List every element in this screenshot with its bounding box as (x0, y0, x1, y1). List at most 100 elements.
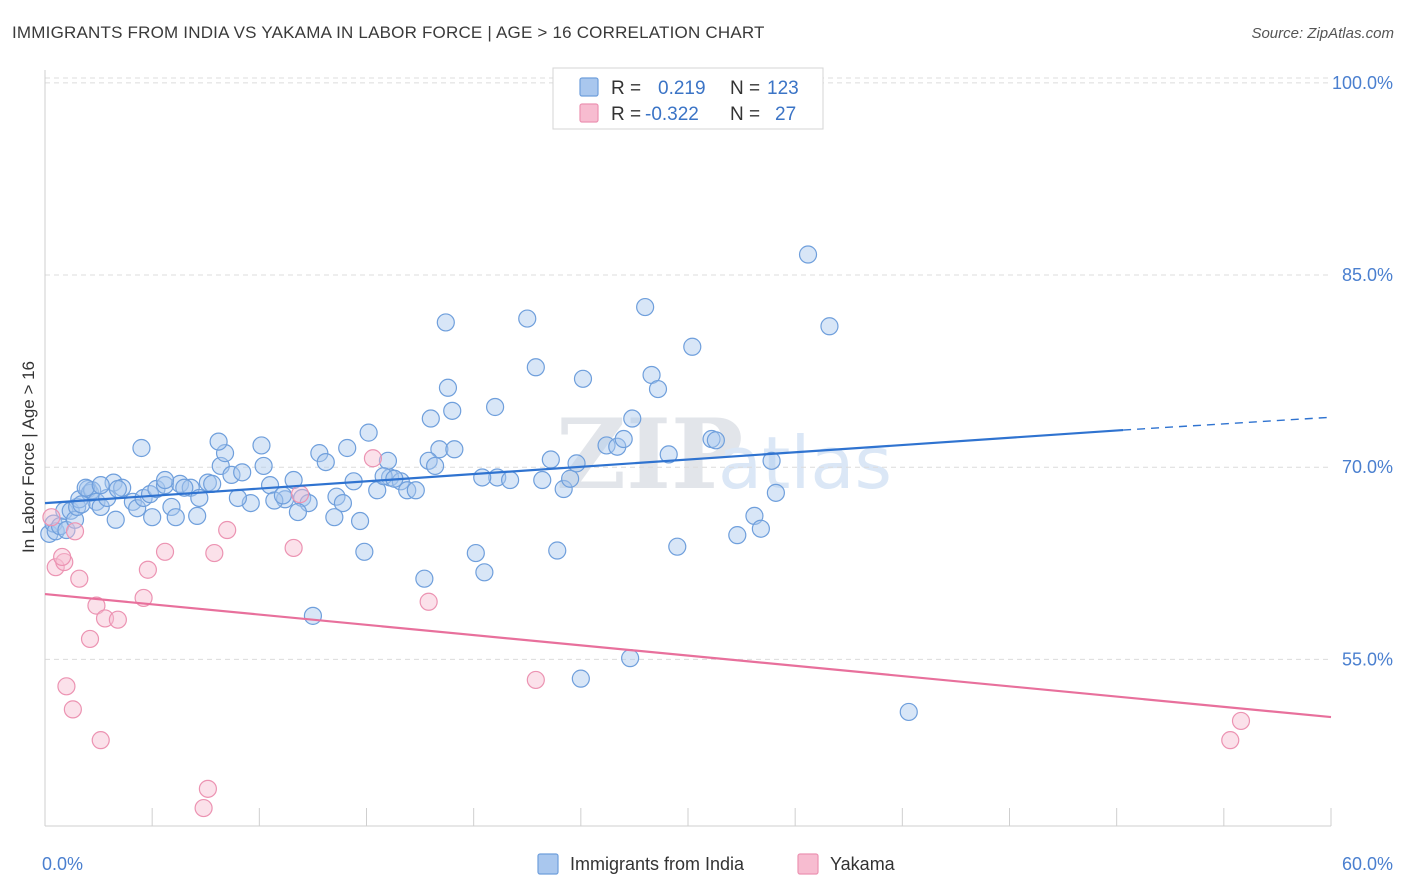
watermark: ZIP atlas (556, 398, 892, 511)
point-yakama (65, 522, 85, 541)
point-india (108, 479, 127, 499)
x-tick-label: 0.0% (42, 854, 83, 874)
point-india (533, 470, 552, 490)
point-yakama (284, 538, 303, 558)
y-tick-label: 85.0% (1342, 265, 1393, 285)
point-india (288, 502, 308, 522)
point-india (475, 563, 494, 582)
point-yakama (218, 520, 237, 540)
point-yakama (290, 485, 310, 504)
point-india (72, 495, 91, 514)
point-india (899, 702, 918, 722)
y-axis-label: In Labor Force | Age > 16 (19, 361, 38, 553)
legend: Immigrants from India Yakama (537, 853, 896, 875)
chart-title: IMMIGRANTS FROM INDIA VS YAKAMA IN LABOR… (12, 23, 765, 42)
point-india (421, 409, 440, 428)
point-india (303, 606, 323, 625)
trend-line-yakama (44, 592, 1332, 719)
point-india (766, 483, 785, 502)
stats-r-label: R = (611, 104, 641, 125)
point-india (209, 432, 228, 451)
point-india (648, 379, 668, 399)
point-india (175, 478, 194, 497)
point-india (430, 440, 449, 459)
stats-n-label: N = (730, 78, 760, 99)
point-india (406, 481, 425, 500)
point-india (762, 451, 781, 470)
stats-swatch-blue (579, 77, 599, 97)
legend-swatch-blue (537, 853, 559, 875)
point-india (355, 542, 374, 561)
stats-n-label: N = (730, 104, 760, 125)
point-india (751, 519, 770, 538)
x-tick-label: 60.0% (1342, 854, 1393, 874)
scatter-points (40, 245, 1251, 818)
point-india (310, 444, 329, 463)
point-india (614, 429, 633, 449)
point-india (359, 423, 378, 442)
point-yakama (46, 558, 65, 577)
point-india (128, 499, 147, 518)
point-india (316, 452, 335, 472)
point-yakama (70, 569, 89, 588)
point-yakama (57, 677, 76, 696)
legend-label-yakama: Yakama (830, 854, 896, 874)
stats-swatch-pink (579, 103, 599, 123)
point-india (501, 470, 520, 490)
point-india (333, 493, 353, 513)
stats-box: R = 0.219 N = 123 R = -0.322 N = 27 (552, 67, 824, 130)
point-india (350, 511, 370, 531)
legend-swatch-pink (797, 853, 819, 875)
point-india (166, 508, 185, 527)
point-india (567, 454, 586, 473)
point-india (265, 491, 284, 510)
point-india (541, 450, 560, 469)
point-india (162, 497, 181, 517)
point-yakama (155, 542, 175, 561)
chart-source: Source: ZipAtlas.com (1251, 25, 1394, 42)
point-yakama (91, 731, 110, 750)
y-tick-label: 100.0% (1332, 73, 1393, 93)
stats-r-label: R = (611, 78, 641, 99)
point-india (571, 669, 590, 688)
point-india (706, 431, 725, 450)
point-india (76, 478, 95, 497)
point-yakama (138, 560, 157, 579)
point-india (466, 543, 485, 563)
point-india (188, 506, 207, 526)
stats-n-value: 123 (767, 78, 799, 99)
point-india (436, 313, 455, 332)
point-india (203, 474, 222, 493)
stats-r-value: -0.322 (645, 104, 699, 125)
point-india (445, 440, 464, 459)
point-india (222, 465, 241, 485)
point-india (443, 401, 462, 420)
point-india (132, 438, 151, 458)
point-india (338, 438, 357, 458)
point-india (215, 444, 235, 463)
point-india (254, 456, 273, 476)
point-yakama (42, 508, 61, 527)
point-yakama (363, 449, 383, 468)
y-tick-label: 70.0% (1342, 457, 1393, 477)
point-india (91, 476, 110, 495)
trend-line-india-extension (1123, 416, 1332, 431)
watermark-zip: ZIP (556, 398, 743, 511)
axes (44, 70, 1332, 827)
point-india (518, 309, 537, 328)
stats-n-value: 27 (775, 104, 796, 125)
point-india (820, 317, 839, 336)
point-india (573, 369, 593, 388)
point-yakama (95, 609, 115, 628)
point-india (621, 649, 640, 668)
y-tick-label: 55.0% (1342, 649, 1393, 669)
point-yakama (108, 610, 127, 629)
y-tick-labels: 55.0% 70.0% 85.0% 100.0% (1332, 73, 1393, 670)
point-yakama (526, 670, 545, 690)
x-tick-labels: 0.0% 60.0% (42, 854, 1393, 874)
legend-label-india: Immigrants from India (570, 854, 745, 874)
point-india (554, 479, 573, 499)
point-india (228, 488, 247, 508)
point-india (623, 409, 642, 428)
point-yakama (1231, 711, 1251, 731)
